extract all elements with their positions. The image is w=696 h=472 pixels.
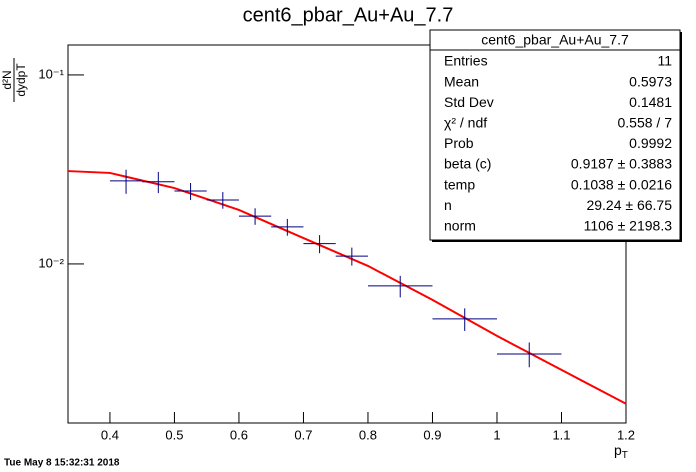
stats-key: Entries [444,53,488,69]
chart-title: cent6_pbar_Au+Au_7.7 [243,4,454,26]
stats-value: 0.5973 [629,73,672,89]
stats-value: 0.9187 ± 0.3883 [571,156,672,172]
stats-value: 29.24 ± 66.75 [586,197,672,213]
y-tick-label: 10⁻¹ [38,66,64,81]
y-label-numerator: d²N [0,70,14,89]
x-tick-label: 1 [493,427,500,442]
stats-key: Std Dev [444,94,494,110]
x-tick-label: 0.8 [359,427,377,442]
stats-key: temp [444,176,475,192]
x-axis-label: pT [614,442,628,461]
x-tick-label: 1.1 [552,427,570,442]
stats-key: n [444,197,452,213]
stats-key: Prob [444,135,474,151]
x-tick-label: 1.2 [617,427,635,442]
stats-value: 1106 ± 2198.3 [584,218,673,234]
stats-key: Mean [444,73,479,89]
y-axis-label: d²N dydpT [0,58,28,102]
y-label-denominator: dydpT [14,63,28,97]
y-tick-label: 10⁻² [38,255,64,270]
stats-box [429,29,681,241]
x-tick-label: 0.7 [294,427,312,442]
stats-value: 0.1481 [629,94,672,110]
x-tick-label: 0.5 [165,427,183,442]
timestamp: Tue May 8 15:32:31 2018 [4,458,120,469]
x-tick-label: 0.4 [101,427,119,442]
stats-title: cent6_pbar_Au+Au_7.7 [481,32,629,48]
x-tick-label: 0.6 [230,427,248,442]
stats-key: norm [444,218,476,234]
stats-value: 0.558 / 7 [618,115,673,131]
stats-key: beta (c) [444,156,491,172]
stats-value: 0.9992 [629,135,672,151]
stats-value: 0.1038 ± 0.0216 [571,176,672,192]
x-tick-label: 0.9 [423,427,441,442]
stats-value: 11 [657,53,672,69]
stats-key: χ² / ndf [444,115,487,131]
